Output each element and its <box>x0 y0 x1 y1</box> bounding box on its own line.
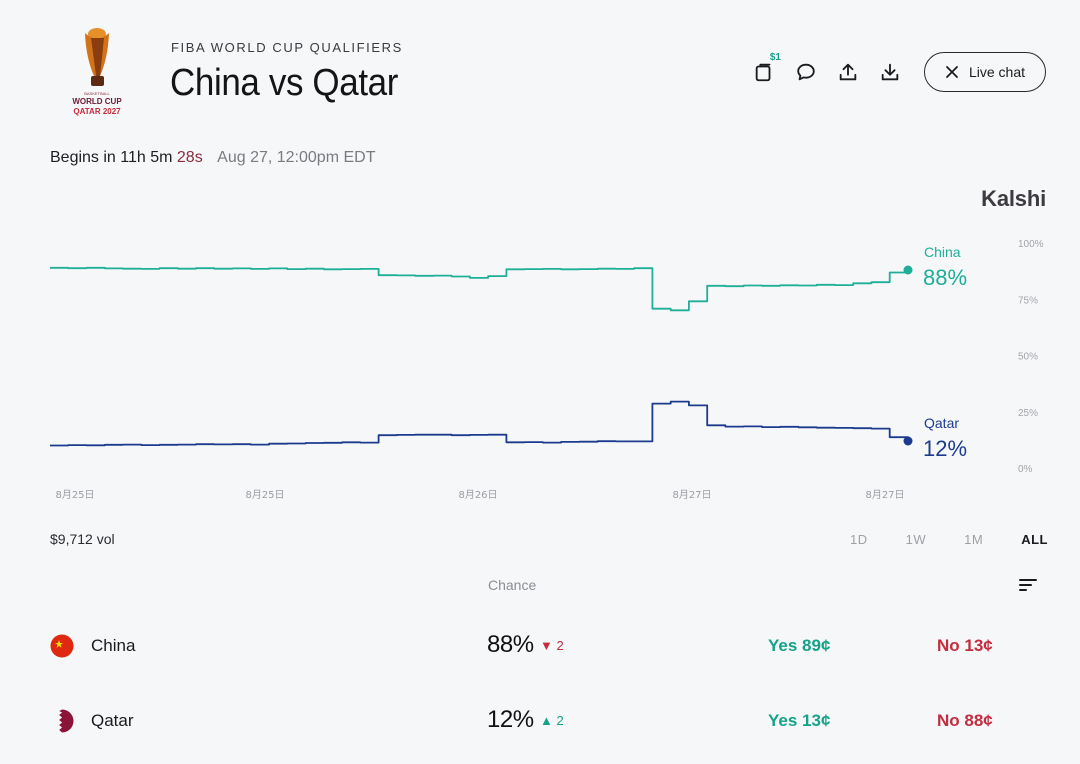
x-tick-label: 8月27日 <box>672 489 711 501</box>
y-tick-label: 0% <box>1018 464 1033 475</box>
download-icon[interactable] <box>876 58 904 86</box>
share-count-badge: $1 <box>769 52 781 63</box>
buy-no-button[interactable]: No 13¢ <box>937 636 993 655</box>
x-tick-label: 8月25日 <box>55 489 94 501</box>
y-tick-label: 75% <box>1018 295 1038 306</box>
x-tick-label: 8月25日 <box>245 489 284 501</box>
countdown: Begins in 11h 5m 28s Aug 27, 12:00pm EDT <box>50 149 375 167</box>
series-value-label: 88% <box>923 265 967 290</box>
upload-icon[interactable] <box>834 58 862 86</box>
range-1m[interactable]: 1M <box>964 532 984 547</box>
time-range-selector: 1D 1W 1M ALL <box>812 532 1048 547</box>
y-tick-label: 100% <box>1018 239 1044 250</box>
page-title: China vs Qatar <box>170 62 399 104</box>
outcome-name: China <box>91 636 136 655</box>
buy-yes-button[interactable]: Yes 13¢ <box>768 711 831 730</box>
event-start-date: Aug 27, 12:00pm EDT <box>217 149 376 166</box>
x-tick-label: 8月26日 <box>458 489 497 501</box>
event-logo: BASKETBALL WORLD CUP QATAR 2027 <box>64 24 130 120</box>
outcome-change: ▲ 2 <box>540 713 564 728</box>
event-league: FIBA WORLD CUP QUALIFIERS <box>171 40 403 55</box>
countdown-prefix: Begins in 11h 5m <box>50 149 173 166</box>
series-line-china <box>50 266 909 312</box>
outcome-row-qatar[interactable]: Qatar 12% ▲ 2 Yes 13¢ No 88¢ <box>0 701 1080 741</box>
share-count-icon[interactable]: $1 <box>750 52 781 86</box>
series-endpoint-china <box>903 265 913 275</box>
series-line-qatar <box>50 400 909 447</box>
qatar-flag-icon <box>50 709 74 733</box>
countdown-seconds: 28s <box>176 149 203 166</box>
svg-text:QATAR 2027: QATAR 2027 <box>73 107 121 116</box>
outcome-name: Qatar <box>91 711 134 730</box>
sort-icon[interactable] <box>1018 576 1038 594</box>
outcome-change: ▼ 2 <box>540 638 564 653</box>
outcome-row-china[interactable]: China 88% ▼ 2 Yes 89¢ No 13¢ <box>0 626 1080 666</box>
comment-icon[interactable] <box>792 58 820 86</box>
china-flag-icon <box>50 634 74 658</box>
volume-label: $9,712 vol <box>50 531 115 547</box>
series-value-label: 12% <box>923 436 967 461</box>
series-name-label: Qatar <box>924 415 959 431</box>
brand-name: Kalshi <box>981 186 1046 211</box>
x-tick-label: 8月27日 <box>865 489 904 501</box>
series-endpoint-qatar <box>903 436 913 446</box>
close-icon <box>946 66 958 78</box>
range-1d[interactable]: 1D <box>850 532 868 547</box>
chance-column-header: Chance <box>488 577 537 593</box>
buy-yes-button[interactable]: Yes 89¢ <box>768 636 831 655</box>
outcome-chance: 12% <box>487 706 534 733</box>
svg-text:BASKETBALL: BASKETBALL <box>84 91 110 96</box>
y-tick-label: 25% <box>1018 408 1038 419</box>
outcome-chance: 88% <box>487 631 534 658</box>
live-chat-label: Live chat <box>968 64 1026 80</box>
range-all[interactable]: ALL <box>1021 532 1048 547</box>
svg-text:WORLD CUP: WORLD CUP <box>72 97 122 106</box>
series-name-label: China <box>924 244 961 260</box>
toolbar: $1 Live chat <box>750 52 1046 92</box>
buy-no-button[interactable]: No 88¢ <box>937 711 993 730</box>
live-chat-button[interactable]: Live chat <box>924 52 1046 92</box>
probability-chart: 100% 75% 50% 25% 0% 8月25日 8月25日 8月26日 8月27日 8月27日… <box>50 239 1044 501</box>
range-1w[interactable]: 1W <box>905 532 927 547</box>
y-tick-label: 50% <box>1018 352 1038 363</box>
